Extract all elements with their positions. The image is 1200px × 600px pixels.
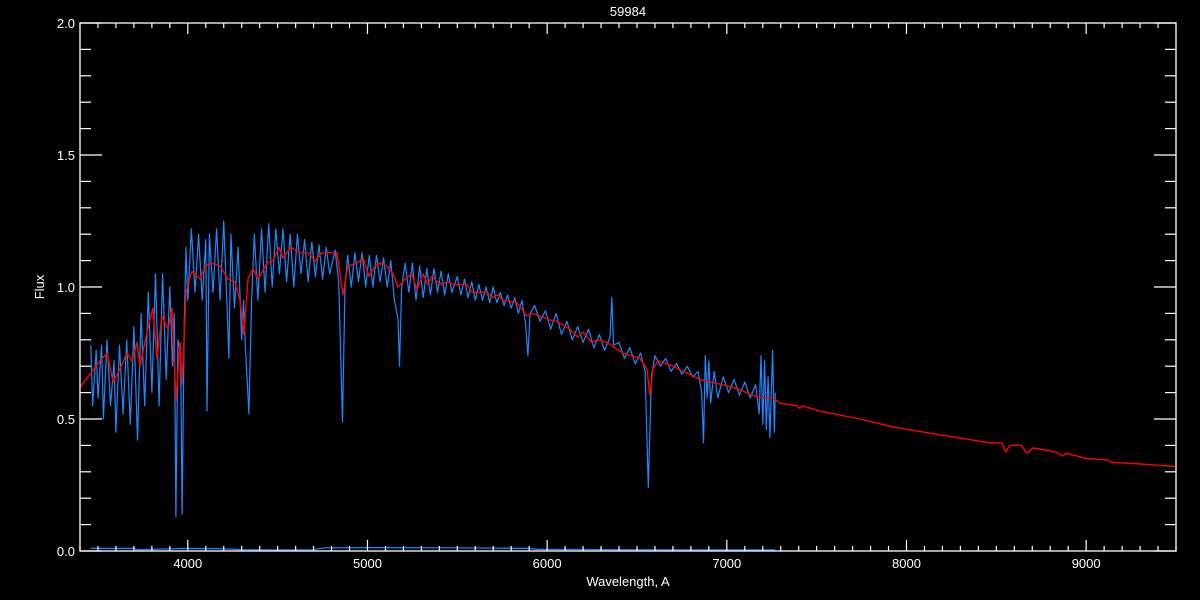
x-tick-label: 7000 <box>712 556 741 571</box>
y-tick-label: 0.0 <box>57 544 75 559</box>
x-tick-label: 6000 <box>533 556 562 571</box>
tick-labels: 4000 5000 6000 7000 8000 9000 0.0 0.5 1.0 1.5 2.0 <box>57 16 1101 571</box>
y-tick-label: 1.5 <box>57 148 75 163</box>
x-axis-label: Wavelength, A <box>586 574 670 589</box>
ticks <box>79 22 1177 552</box>
model-spectrum-line <box>80 246 1175 468</box>
y-tick-label: 1.0 <box>57 280 75 295</box>
y-axis-label: Flux <box>32 274 47 299</box>
plot-frame <box>79 22 1177 552</box>
x-tick-label: 5000 <box>353 556 382 571</box>
chart-title: 59984 <box>610 4 646 19</box>
observed-spectrum-line <box>90 220 776 518</box>
x-tick-label: 9000 <box>1072 556 1101 571</box>
x-tick-label: 4000 <box>173 556 202 571</box>
y-tick-label: 2.0 <box>57 16 75 31</box>
y-tick-label: 0.5 <box>57 412 75 427</box>
x-tick-label: 8000 <box>892 556 921 571</box>
series-layer <box>80 220 1175 551</box>
error-spectrum-line <box>90 546 776 551</box>
